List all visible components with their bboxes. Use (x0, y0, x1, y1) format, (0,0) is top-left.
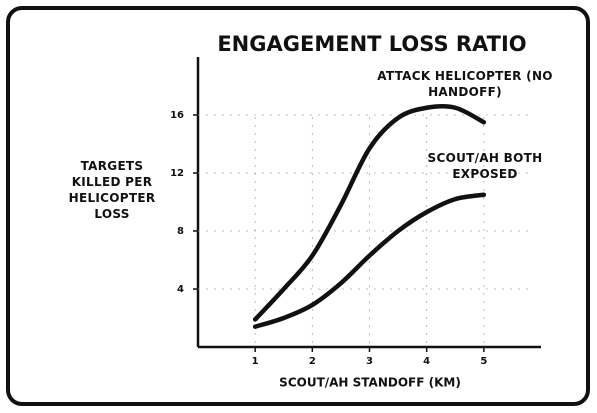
series-label: SCOUT/AH BOTH EXPOSED (427, 151, 543, 181)
x-tick-label: 1 (252, 356, 259, 367)
series-line (252, 103, 487, 322)
x-tick-label: 2 (309, 356, 316, 367)
y-tick-label: 8 (177, 226, 184, 237)
y-axis-label: TARGETS KILLED PER HELICOPTER LOSS (68, 159, 156, 221)
y-tick-label: 4 (177, 284, 184, 295)
series-line (252, 192, 487, 329)
y-tick-label: 16 (170, 110, 184, 121)
x-tick-label: 4 (423, 356, 430, 367)
x-tick-label: 5 (480, 356, 487, 367)
x-axis-label: SCOUT/AH STANDOFF (KM) (279, 376, 461, 390)
series-label: ATTACK HELICOPTER (NO HANDOFF) (377, 69, 553, 99)
x-tick-label: 3 (366, 356, 373, 367)
y-tick-label: 12 (170, 168, 184, 179)
chart-title: ENGAGEMENT LOSS RATIO (217, 32, 526, 56)
